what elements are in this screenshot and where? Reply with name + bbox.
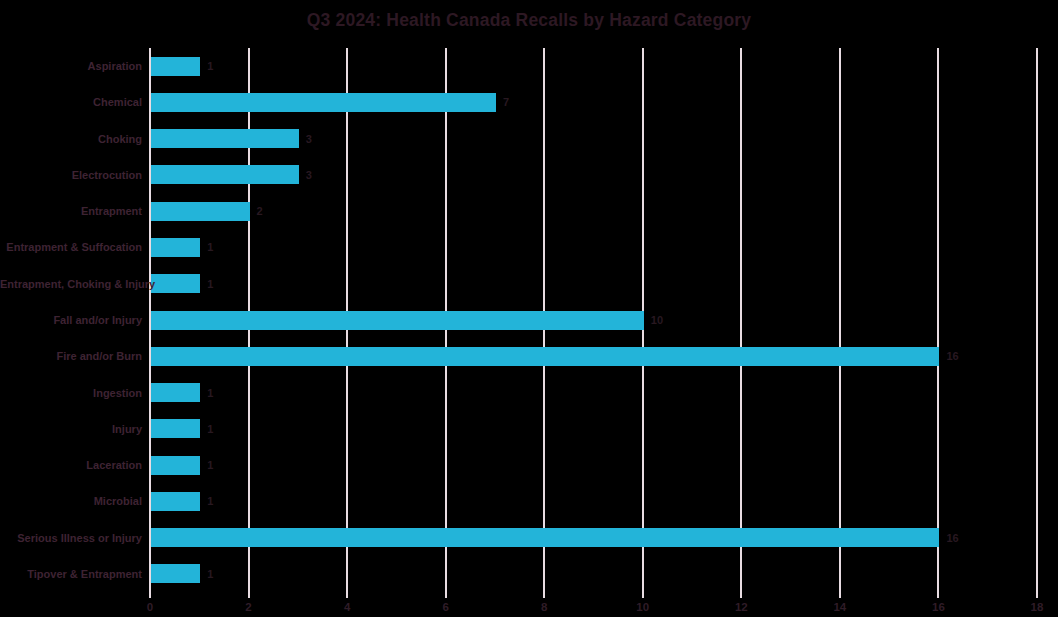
x-tick-label: 8	[524, 601, 564, 613]
category-label: Fall and/or Injury	[0, 313, 142, 327]
x-tick-label: 12	[721, 601, 761, 613]
bar	[151, 202, 250, 221]
value-label: 1	[207, 59, 213, 73]
category-label: Aspiration	[0, 59, 142, 73]
category-label: Laceration	[0, 458, 142, 472]
bar	[151, 93, 496, 112]
value-label: 1	[207, 567, 213, 581]
value-label: 1	[207, 422, 213, 436]
bar	[151, 419, 200, 438]
bar	[151, 564, 200, 583]
category-label: Ingestion	[0, 386, 142, 400]
category-label: Microbial	[0, 494, 142, 508]
value-label: 1	[207, 458, 213, 472]
category-label: Injury	[0, 422, 142, 436]
value-label: 7	[503, 95, 509, 109]
x-tick-label: 2	[229, 601, 269, 613]
x-tick-label: 10	[623, 601, 663, 613]
x-tick-label: 16	[918, 601, 958, 613]
value-label: 3	[306, 168, 312, 182]
chart-title: Q3 2024: Health Canada Recalls by Hazard…	[0, 10, 1058, 31]
value-label: 1	[207, 277, 213, 291]
x-tick-label: 4	[327, 601, 367, 613]
bar	[151, 129, 299, 148]
gridline	[937, 48, 939, 598]
bar	[151, 165, 299, 184]
category-label: Entrapment	[0, 204, 142, 218]
x-tick-label: 18	[1017, 601, 1057, 613]
bar	[151, 383, 200, 402]
gridline	[839, 48, 841, 598]
bar	[151, 347, 939, 366]
x-tick-label: 6	[426, 601, 466, 613]
x-tick-label: 0	[130, 601, 170, 613]
bar	[151, 311, 644, 330]
value-label: 3	[306, 132, 312, 146]
category-label: Tipover & Entrapment	[0, 567, 142, 581]
category-label: Electrocution	[0, 168, 142, 182]
bar	[151, 274, 200, 293]
value-label: 10	[651, 313, 663, 327]
category-label: Serious Illness or Injury	[0, 531, 142, 545]
bar	[151, 492, 200, 511]
bar	[151, 456, 200, 475]
bar	[151, 528, 939, 547]
value-label: 1	[207, 494, 213, 508]
category-label: Chemical	[0, 95, 142, 109]
x-tick-label: 14	[820, 601, 860, 613]
category-label: Fire and/or Burn	[0, 349, 142, 363]
value-label: 16	[946, 531, 958, 545]
value-label: 1	[207, 386, 213, 400]
gridline	[1036, 48, 1038, 598]
value-label: 1	[207, 240, 213, 254]
gridline	[740, 48, 742, 598]
bar	[151, 57, 200, 76]
category-label: Entrapment & Suffocation	[0, 240, 142, 254]
value-label: 16	[946, 349, 958, 363]
recall-bar-chart: Q3 2024: Health Canada Recalls by Hazard…	[0, 0, 1058, 617]
value-label: 2	[257, 204, 263, 218]
category-label: Entrapment, Choking & Injury	[0, 277, 142, 291]
bar	[151, 238, 200, 257]
category-label: Choking	[0, 132, 142, 146]
